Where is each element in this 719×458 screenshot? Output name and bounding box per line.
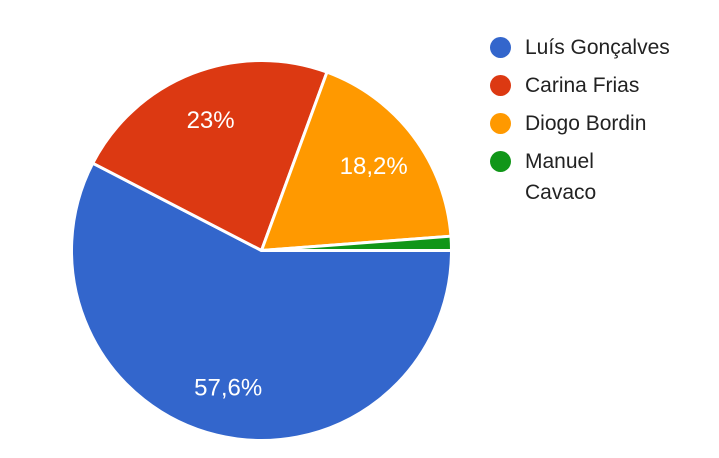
legend-item-1: Carina Frias: [490, 70, 705, 101]
pie-slice-1[interactable]: [91, 59, 329, 252]
slice-percent-label-0: 57,6%: [194, 375, 262, 402]
legend-label: Carina Frias: [525, 74, 640, 97]
legend-label: Diogo Bordin: [525, 112, 647, 135]
pie-slice-3[interactable]: [260, 234, 453, 252]
legend-item-3: Manuel Cavaco: [490, 146, 705, 208]
legend-item-2: Diogo Bordin: [490, 108, 705, 139]
slice-percent-label-2: 18,2%: [340, 153, 408, 180]
legend-label: Luís Gonçalves: [525, 36, 670, 59]
legend-swatch-icon: [490, 75, 511, 96]
legend-swatch-icon: [490, 113, 511, 134]
legend-item-0: Luís Gonçalves: [490, 32, 705, 63]
legend-label: Manuel Cavaco: [525, 150, 597, 204]
chart-legend: Luís Gonçalves Carina Frias Diogo Bordin Ma…: [490, 32, 705, 215]
legend-swatch-icon: [490, 37, 511, 58]
pie-slice-2[interactable]: [260, 70, 453, 252]
slice-percent-label-1: 23%: [187, 107, 235, 134]
legend-swatch-icon: [490, 151, 511, 172]
pie-slice-0[interactable]: [70, 161, 453, 442]
